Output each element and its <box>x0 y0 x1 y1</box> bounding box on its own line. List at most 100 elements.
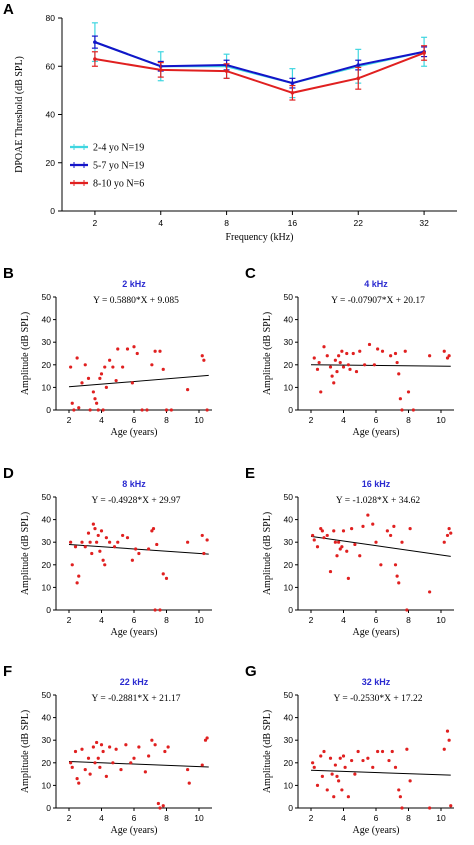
regression-line <box>310 769 451 776</box>
data-point <box>445 533 450 538</box>
panel-title: 22 kHz <box>120 677 149 687</box>
data-point <box>163 749 167 754</box>
x-tick-label: 32 <box>419 218 429 228</box>
data-point <box>398 795 402 799</box>
x-tick-label: 2 <box>67 415 72 425</box>
y-tick-label: 0 <box>46 803 51 813</box>
data-point <box>121 365 125 369</box>
data-point <box>341 754 346 758</box>
data-point <box>77 574 81 578</box>
data-point <box>130 381 134 385</box>
panel-title: 16 kHz <box>362 479 391 489</box>
y-tick-label: 20 <box>284 560 294 570</box>
panel-letter: B <box>3 265 14 282</box>
x-tick-label: 4 <box>99 415 104 425</box>
data-point <box>346 363 350 367</box>
y-tick-label: 40 <box>284 713 294 723</box>
data-point <box>335 369 339 374</box>
data-point <box>403 349 407 353</box>
y-tick-label: 20 <box>42 758 52 768</box>
x-tick-label: 8 <box>164 813 169 823</box>
data-point <box>315 545 320 549</box>
panel-e: E 16 kHz Y = -1.028*X + 34.62 0 10 20 30 40 50 2 4… <box>245 465 454 638</box>
data-point <box>447 354 451 358</box>
data-point <box>393 563 398 567</box>
data-point <box>186 540 190 544</box>
data-point <box>353 542 357 547</box>
x-tick-label: 8 <box>164 415 169 425</box>
y-tick-label: 30 <box>284 537 294 547</box>
data-point <box>73 749 78 754</box>
data-point <box>340 545 344 549</box>
data-point <box>422 51 426 55</box>
data-point <box>69 540 73 544</box>
y-tick-label: 50 <box>284 690 294 700</box>
data-point <box>145 408 149 412</box>
panel-letter: D <box>3 465 14 482</box>
data-point <box>397 788 401 792</box>
x-tick-label: 2 <box>67 615 72 625</box>
y-tick-label: 10 <box>42 780 52 790</box>
data-point <box>161 572 165 576</box>
data-point <box>332 529 336 533</box>
data-point <box>392 524 396 528</box>
y-tick-label: 30 <box>284 735 294 745</box>
data-point <box>445 729 450 733</box>
data-point <box>328 756 333 760</box>
y-tick-label: 40 <box>42 713 52 723</box>
y-tick-label: 10 <box>284 382 294 392</box>
data-point <box>88 408 92 412</box>
data-point <box>83 767 87 772</box>
data-point <box>73 545 78 549</box>
series-2 <box>91 45 428 101</box>
data-point <box>428 354 432 358</box>
data-point <box>311 761 315 765</box>
data-point <box>96 533 100 538</box>
data-point <box>112 545 117 549</box>
data-point <box>121 533 125 538</box>
data-point <box>330 374 334 378</box>
data-point <box>341 529 346 533</box>
x-tick-label: 10 <box>436 813 446 823</box>
panel-title: 2 kHz <box>122 279 146 289</box>
data-point <box>101 749 105 754</box>
x-tick-label: 2 <box>309 813 314 823</box>
y-tick-label: 10 <box>42 382 52 392</box>
panel-d: D 8 kHz Y = -0.4928*X + 29.97 0 10 20 30 40 50 2 4… <box>3 465 212 638</box>
data-point <box>332 795 336 799</box>
data-point <box>143 770 147 774</box>
data-point <box>449 531 453 535</box>
y-axis-title: Amplitude (dB SPL) <box>262 312 273 395</box>
y-tick-label: 0 <box>288 803 293 813</box>
data-point <box>161 367 165 371</box>
x-axis-title: Age (years) <box>353 825 400 836</box>
y-axis-title: Amplitude (dB SPL) <box>20 512 31 595</box>
data-point <box>374 540 378 544</box>
data-point <box>371 522 375 526</box>
data-point <box>80 381 84 385</box>
y-axis-title: Amplitude (dB SPL) <box>262 710 273 793</box>
data-point <box>70 563 74 567</box>
data-point <box>116 540 120 544</box>
data-point <box>390 749 394 754</box>
data-point <box>315 783 320 787</box>
y-tick-label: 0 <box>288 605 293 615</box>
data-point <box>93 40 97 44</box>
regression-equation: Y = -0.2881*X + 21.17 <box>92 694 181 704</box>
y-axis-title: Amplitude (dB SPL) <box>20 710 31 793</box>
data-point <box>101 408 105 412</box>
data-point <box>337 354 341 358</box>
legend-label: 5-7 yo N=19 <box>93 161 144 172</box>
data-point <box>341 365 346 369</box>
data-point <box>88 772 92 776</box>
panel-f: F 22 kHz Y = -0.2881*X + 21.17 0 10 20 30 40 50 2… <box>3 663 212 836</box>
y-tick-label: 50 <box>284 292 294 302</box>
data-point <box>132 756 136 760</box>
data-point <box>371 765 375 769</box>
data-point <box>93 397 97 401</box>
data-point <box>312 538 316 542</box>
data-point <box>411 408 415 412</box>
data-point <box>405 608 409 612</box>
data-point <box>346 576 350 580</box>
panel-letter: F <box>3 663 12 680</box>
